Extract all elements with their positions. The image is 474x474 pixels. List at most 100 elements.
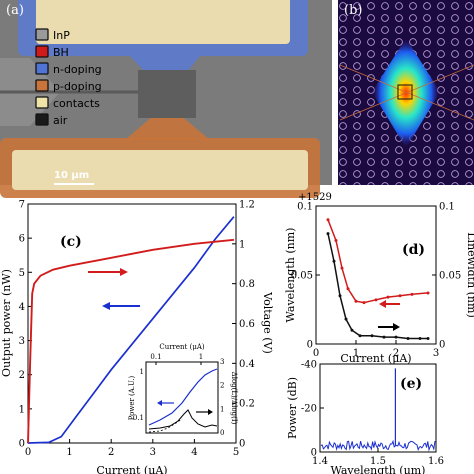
x-tick-label: 0	[25, 447, 31, 458]
inset-y-label: Power (A.U.)	[128, 375, 136, 420]
wavelength-point	[382, 335, 386, 339]
x-tick-label: 3	[150, 447, 156, 458]
x-tick-label: 1.4	[312, 456, 328, 467]
inset-arrow-head-black	[208, 409, 213, 415]
arrow-head-blue	[102, 302, 110, 310]
x-axis-label: Wavelength (μm)	[331, 464, 426, 474]
inset-x-tick-label: 1	[199, 353, 203, 361]
wavelength-point	[370, 334, 374, 338]
scalebar-label: 10 μm	[54, 170, 89, 181]
legend-swatch-2	[35, 62, 49, 75]
y2-tick-label: 0	[439, 340, 445, 351]
linewidth-point	[374, 298, 378, 302]
wavelength-point	[426, 336, 430, 340]
linewidth-point	[386, 295, 390, 299]
inset-frame	[145, 361, 219, 434]
legend-label-0: InP	[53, 29, 70, 42]
inset-power-curve	[148, 368, 218, 426]
wavelength-point	[418, 336, 422, 340]
offset-label: +1529	[298, 192, 332, 203]
inset-y-tick-label: 1	[140, 368, 144, 376]
inset-y2-tick-label: 0	[220, 429, 224, 437]
inset-x-label: Current (μA)	[159, 343, 205, 351]
legend-label-5: air	[53, 114, 68, 127]
y2-tick-label: 1	[239, 239, 245, 250]
y-axis-label: Wavelength (nm)	[284, 228, 297, 323]
x-tick-label: 5	[233, 447, 239, 458]
y-tick-label: -40	[301, 360, 317, 371]
y2-axis-label: Linewidth (nm)	[465, 232, 474, 318]
series-wavelength	[327, 233, 428, 340]
y-tick-label: 1	[19, 404, 25, 415]
x-axis-label: Current (μA)	[96, 464, 167, 474]
wavelength-point	[344, 317, 348, 321]
x-axis-label: Current (μA)	[340, 352, 411, 365]
linewidth-point	[340, 266, 344, 270]
inset-x-tick-label: 0.1	[150, 353, 161, 361]
inset-y-tick-label: 0.1	[133, 414, 144, 422]
x-tick-label: 3	[433, 348, 439, 359]
panel-a-label: (a)	[6, 3, 24, 18]
y2-tick-label: 0.05	[439, 271, 461, 282]
y2-tick-label: 0.4	[239, 359, 255, 370]
panel-b-image	[338, 0, 474, 185]
y-tick-label: 6	[19, 234, 25, 245]
legend-swatch-0	[35, 28, 49, 41]
plot-frame	[315, 205, 437, 345]
y-axis-label: Power (dB)	[286, 377, 299, 439]
linewidth-point	[410, 292, 414, 296]
series-output-power	[27, 216, 235, 444]
y2-tick-label: 0.1	[439, 202, 455, 213]
panel-b-label: (b)	[344, 3, 362, 18]
inset-y2-tick-label: 2	[220, 382, 224, 390]
y2-tick-label: 0	[239, 439, 245, 450]
wavelength-point	[326, 232, 330, 236]
panel-c-label: (c)	[60, 234, 82, 250]
legend-swatch-5	[35, 113, 49, 126]
legend-swatch-4	[35, 96, 49, 109]
linewidth-point	[398, 294, 402, 298]
linewidth-point	[354, 299, 358, 303]
x-tick-label: 1.6	[428, 456, 444, 467]
arrow-head-red	[379, 300, 386, 308]
x-tick-label: 1	[66, 447, 72, 458]
y-tick-label: -20	[301, 404, 317, 415]
inset-y2-tick-label: 3	[220, 358, 224, 366]
wavelength-point	[338, 294, 342, 298]
arrow-head-black	[393, 323, 400, 331]
linewidth-point	[426, 291, 430, 295]
wavelength-point	[350, 328, 354, 332]
x-tick-label: 2	[393, 348, 399, 359]
y-tick-label: 4	[19, 302, 25, 313]
wavelength-point	[394, 335, 398, 339]
scalebar: 10 μm	[54, 170, 94, 185]
panel-d-label: (d)	[402, 242, 425, 258]
linewidth-point	[326, 218, 330, 222]
y2-tick-label: 0.8	[239, 279, 255, 290]
y-tick-label: 0	[19, 439, 25, 450]
inset-arrow-head-blue	[157, 400, 162, 406]
y2-axis-label: Voltage (V)	[261, 291, 274, 354]
y-tick-label: 5	[19, 268, 25, 279]
panel-a-image	[0, 0, 332, 198]
panel-e-label: (e)	[400, 376, 422, 392]
legend-label-2: n-doping	[53, 63, 102, 76]
x-tick-label: 2	[108, 447, 114, 458]
inset-y2-tick-label: 1	[220, 405, 224, 413]
legend-swatch-3	[35, 79, 49, 92]
series-linewidth	[327, 219, 429, 304]
x-tick-label: 4	[191, 447, 197, 458]
y2-tick-label: 1.2	[239, 200, 255, 211]
x-tick-label: 1	[353, 348, 359, 359]
arrow-head-red	[120, 268, 128, 276]
y-tick-label: 7	[19, 200, 25, 211]
y-tick-label: 2	[19, 370, 25, 381]
spectrum-noise-floor	[320, 439, 436, 452]
wavelength-point	[332, 259, 336, 263]
wavelength-point	[406, 336, 410, 340]
inset-derivative-curve	[148, 409, 218, 430]
linewidth-point	[346, 287, 350, 291]
